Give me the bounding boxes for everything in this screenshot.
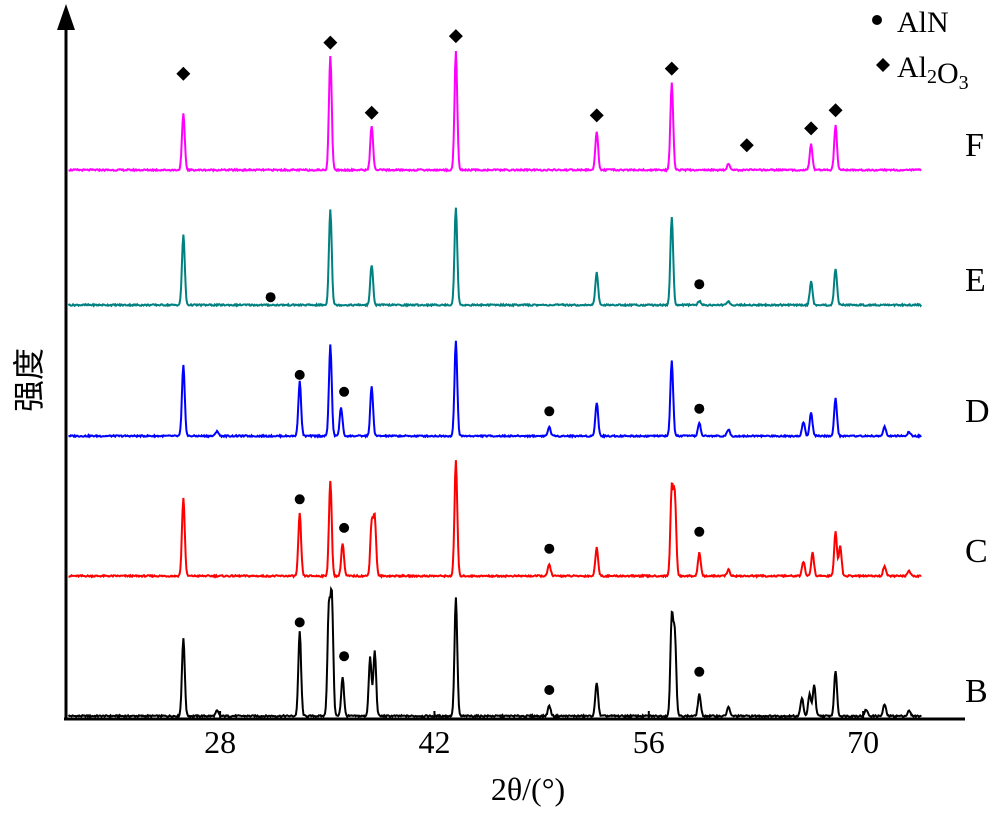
legend-al2o3-label: Al2O3 bbox=[897, 51, 969, 94]
aln-marker bbox=[339, 522, 350, 533]
x-tick-label: 56 bbox=[633, 724, 665, 760]
aln-marker bbox=[294, 369, 305, 380]
series-D-line bbox=[68, 340, 922, 439]
al2o3-marker bbox=[589, 108, 604, 123]
y-axis-title: 强度 bbox=[11, 348, 47, 412]
aln-marker bbox=[339, 386, 350, 397]
labels-layer: B C D E F 2θ/(°) 强度 bbox=[11, 127, 990, 807]
x-tick-label: 28 bbox=[204, 724, 236, 760]
aln-marker bbox=[294, 617, 305, 628]
aln-marker bbox=[265, 292, 276, 303]
aln-marker bbox=[339, 651, 350, 662]
aln-marker bbox=[694, 403, 705, 414]
al2o3-marker bbox=[828, 103, 843, 118]
x-tick-label: 42 bbox=[418, 724, 450, 760]
series-F-label: F bbox=[965, 127, 984, 164]
al2o3-marker bbox=[323, 35, 338, 50]
y-axis-arrow bbox=[57, 4, 75, 30]
aln-marker bbox=[544, 685, 555, 695]
al2o3-marker bbox=[448, 29, 463, 44]
series-B-line bbox=[67, 585, 923, 719]
x-axis-title: 2θ/(°) bbox=[491, 771, 565, 807]
legend-aln-marker bbox=[872, 15, 882, 25]
series-D-label: D bbox=[965, 393, 990, 430]
al2o3-marker bbox=[739, 138, 754, 153]
al2o3-marker bbox=[664, 61, 679, 76]
x-tick-label: 70 bbox=[847, 724, 879, 760]
curves-layer bbox=[67, 51, 923, 719]
aln-marker bbox=[294, 494, 305, 505]
al2o3-marker bbox=[176, 66, 191, 81]
aln-marker bbox=[694, 279, 705, 290]
series-E-label: E bbox=[965, 262, 986, 299]
markers-layer bbox=[176, 29, 843, 695]
legend-aln-label: AlN bbox=[897, 6, 949, 39]
x-ticks: 28 42 56 70 bbox=[204, 711, 879, 760]
series-B-label: B bbox=[965, 673, 988, 710]
al2o3-marker bbox=[364, 105, 379, 120]
axes-layer: 28 42 56 70 bbox=[57, 4, 965, 760]
aln-marker bbox=[544, 543, 555, 554]
series-F-line bbox=[68, 51, 922, 173]
aln-marker bbox=[694, 666, 705, 677]
series-E-line bbox=[67, 207, 923, 308]
legend: AlN Al2O3 bbox=[872, 6, 969, 94]
aln-marker bbox=[694, 526, 705, 537]
legend-al2o3-marker bbox=[876, 58, 890, 72]
series-C-label: C bbox=[965, 533, 988, 570]
al2o3-marker bbox=[804, 121, 819, 136]
aln-marker bbox=[544, 406, 555, 417]
series-C-line bbox=[68, 460, 922, 579]
